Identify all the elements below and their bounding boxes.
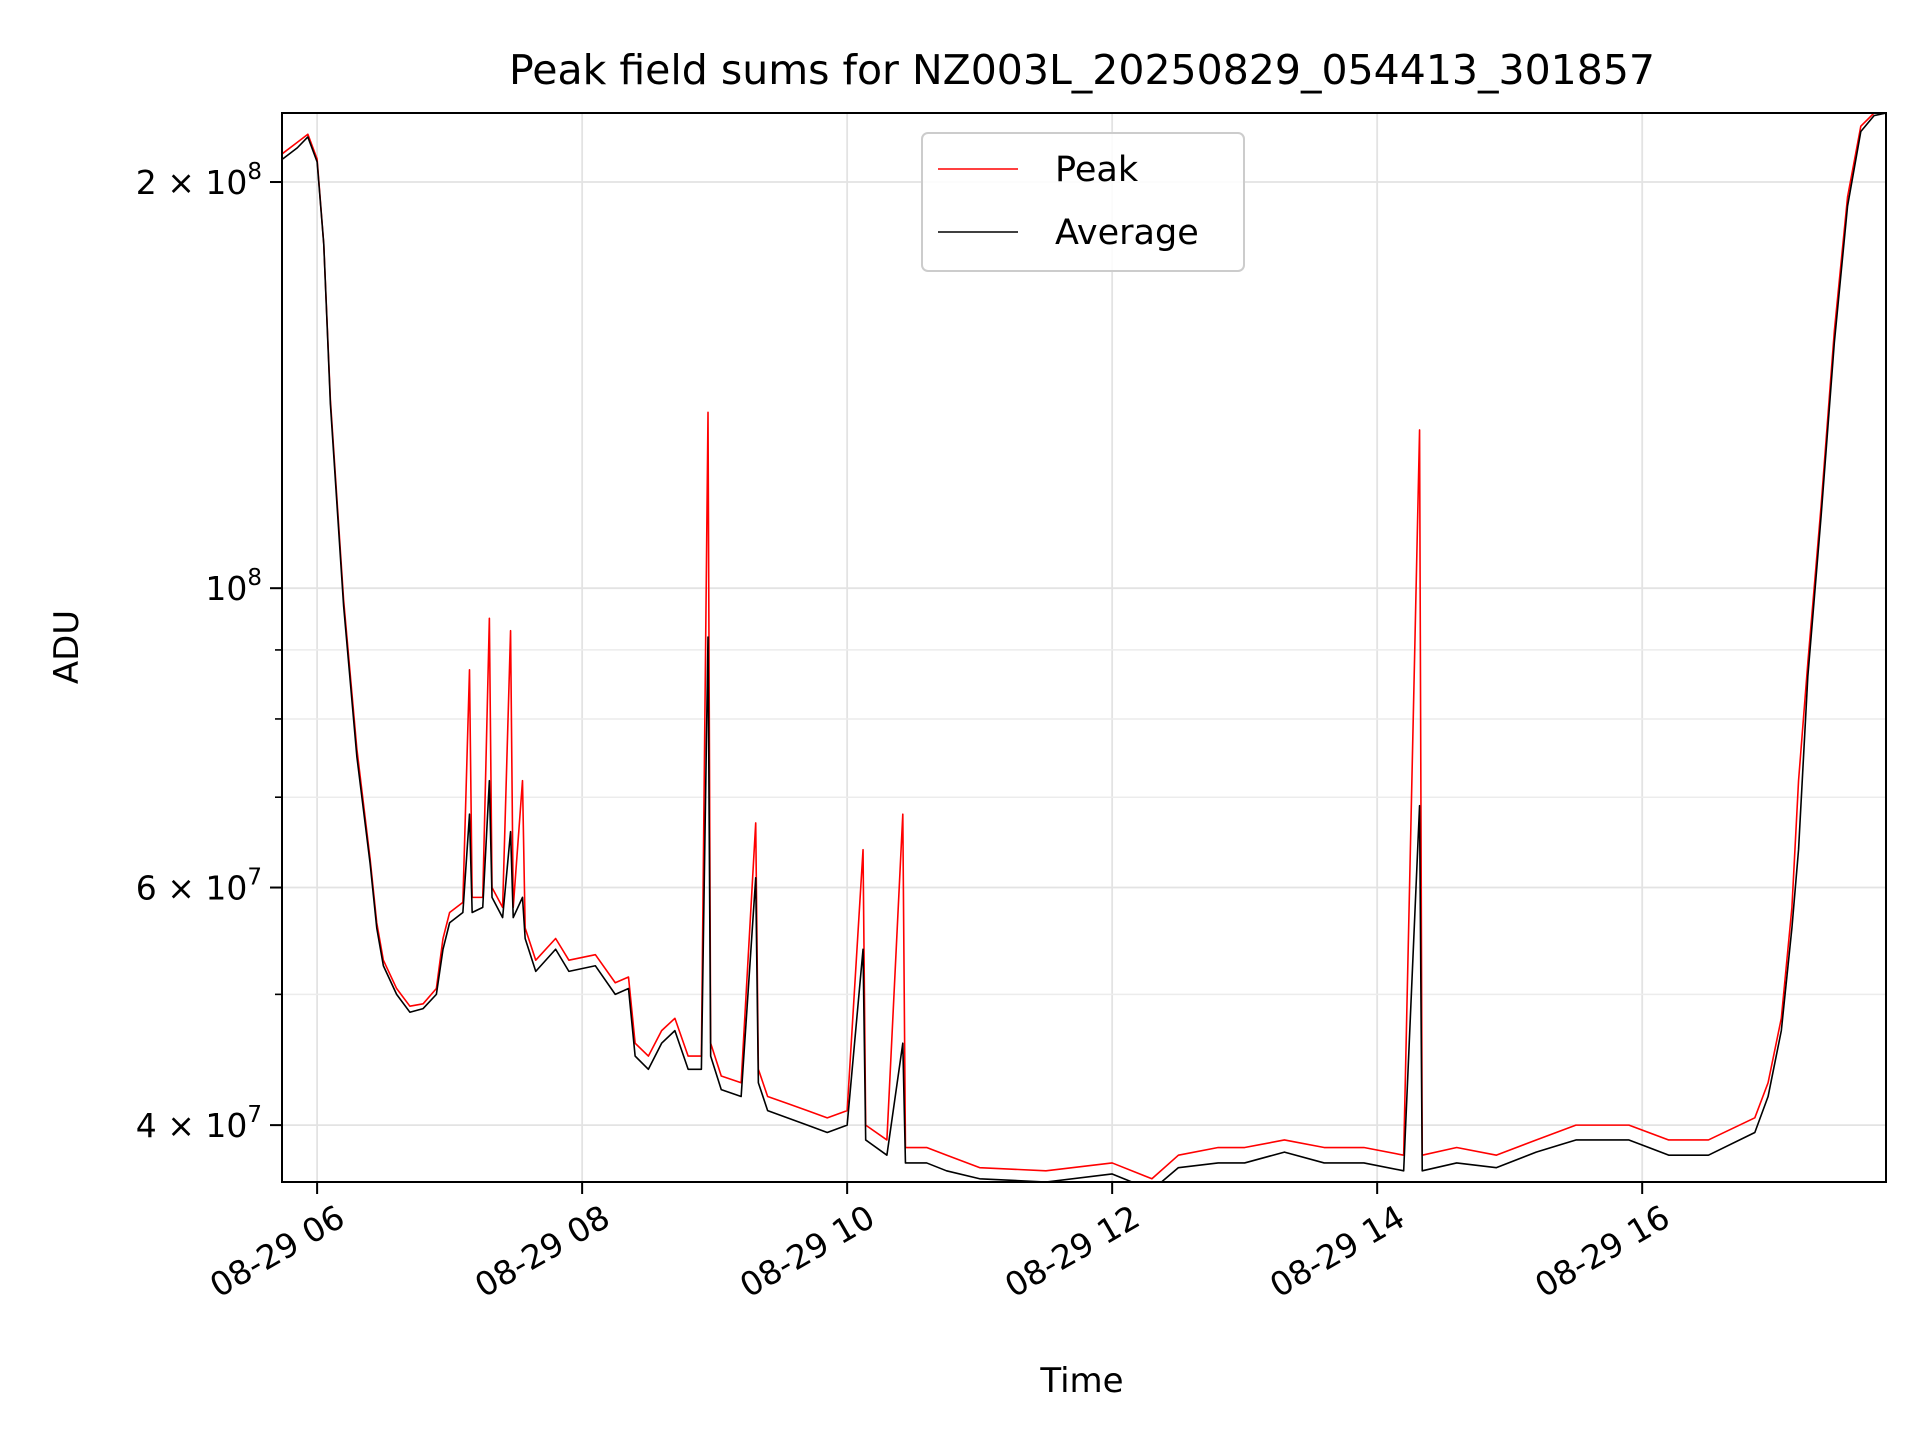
x-axis-title: Time (1039, 1361, 1123, 1401)
y-tick-label: 4 × 107 (136, 1102, 262, 1145)
legend: Peak Average (921, 132, 1245, 272)
y-tick-label: 6 × 107 (136, 865, 262, 908)
y-tick-label: 2 × 108 (136, 159, 262, 202)
y-axis-title: ADU (47, 610, 87, 684)
series-layer (282, 113, 1886, 1182)
chart-title: Peak field sums for NZ003L_20250829_0544… (509, 46, 1655, 94)
legend-box (921, 132, 1245, 272)
plot-frame (281, 112, 1887, 1183)
legend-label-peak: Peak (1055, 150, 1139, 190)
series-line-average (282, 113, 1886, 1182)
legend-label-average: Average (1055, 213, 1199, 253)
